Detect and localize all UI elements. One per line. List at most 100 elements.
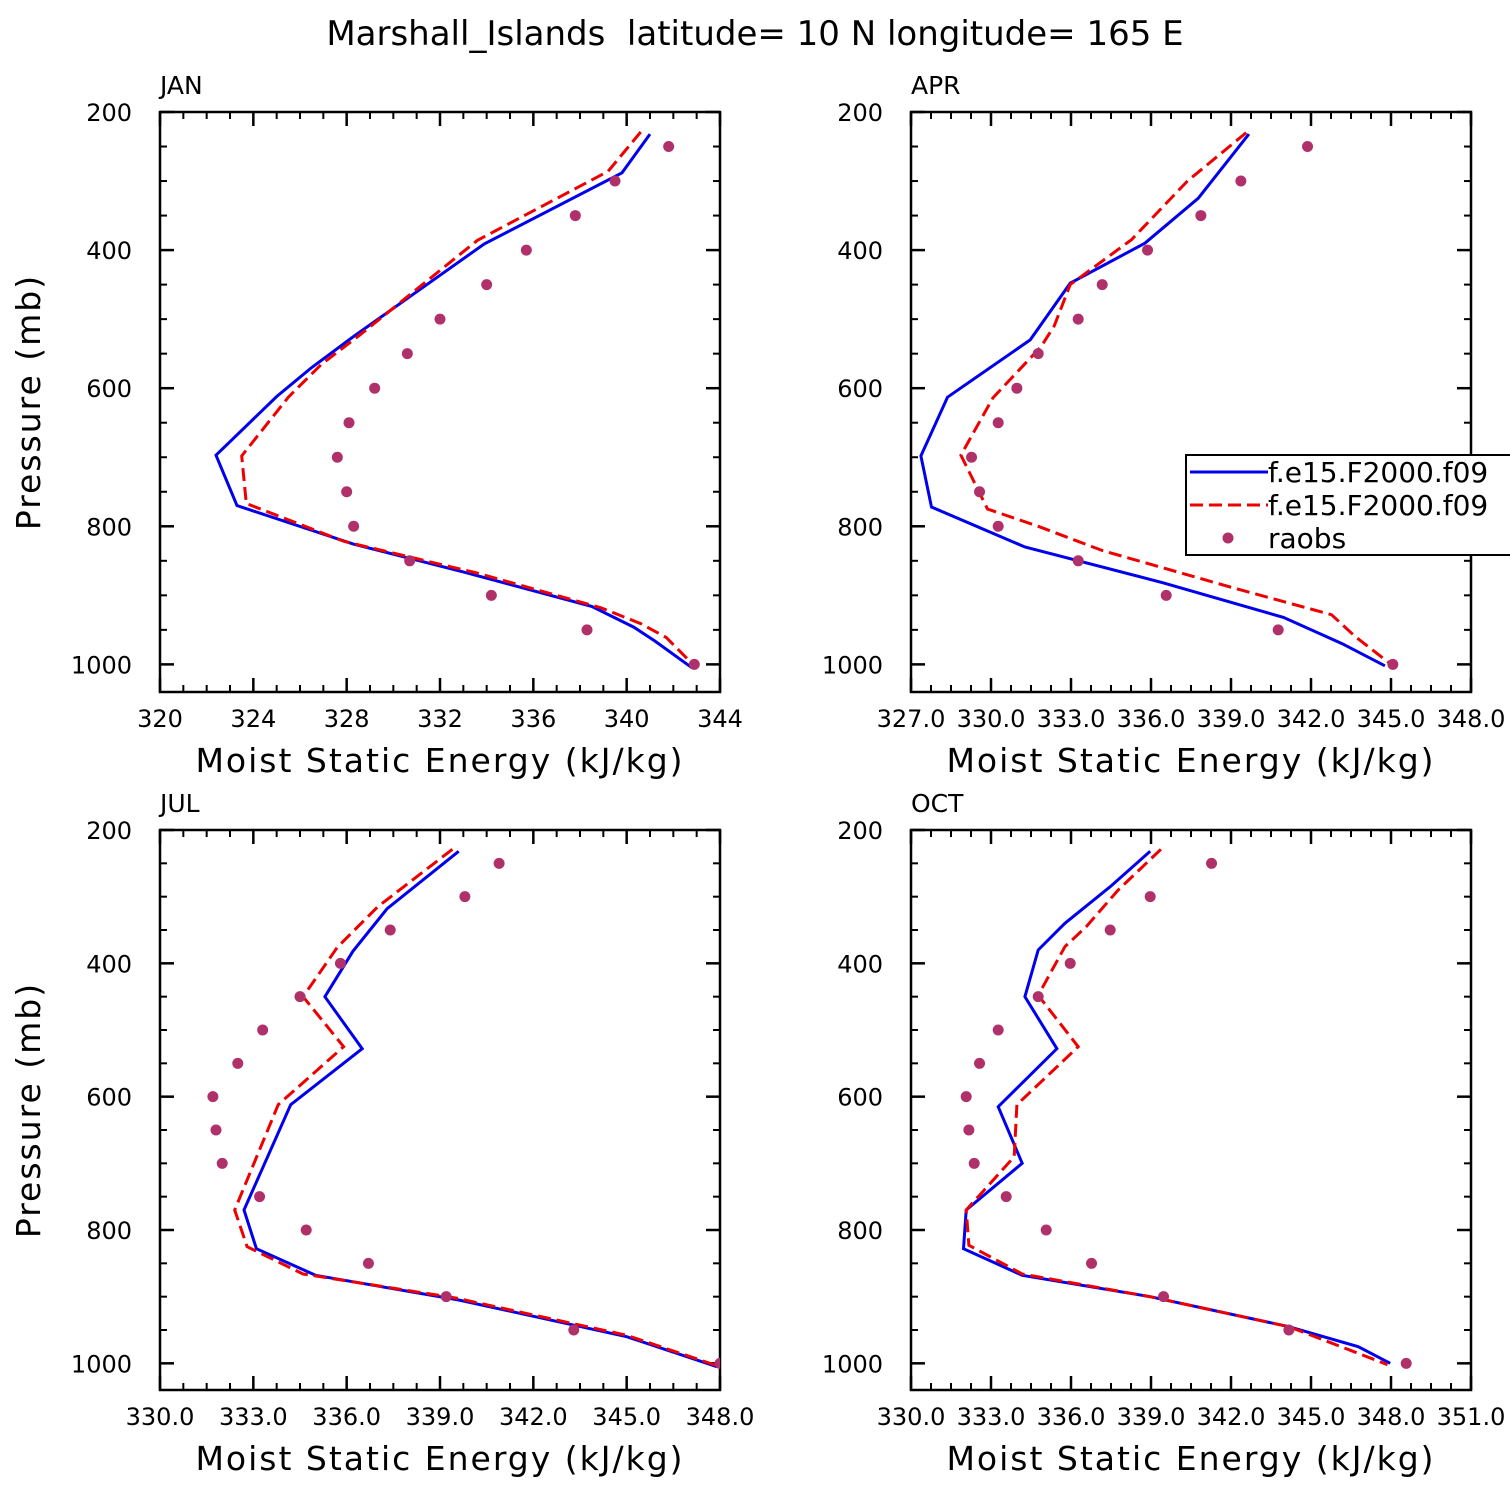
x-tick-label: 330.0 [126,1403,195,1431]
raobs-point [348,520,360,532]
raobs-point [1160,589,1172,601]
raobs-point [341,486,353,498]
y-tick-label: 200 [837,99,883,127]
x-tick-label: 333.0 [1037,705,1106,733]
y-tick-label: 600 [86,375,132,403]
y-tick-label: 400 [86,237,132,265]
legend-entry-label: f.e15.F2000.f09 [1268,489,1488,522]
raobs-point [1387,658,1399,670]
page-title: Marshall_Islands latitude= 10 N longitud… [326,14,1183,54]
x-tick-label: 330.0 [877,1403,946,1431]
series-line-dashed [233,848,720,1369]
raobs-point [401,348,413,360]
raobs-point [1206,857,1218,869]
y-axis-label: Pressure (mb) [9,982,48,1238]
raobs-point [362,1257,374,1269]
raobs-point [331,451,343,463]
raobs-point [1283,1324,1295,1336]
raobs-point [992,417,1004,429]
raobs-point [1032,348,1044,360]
y-tick-label: 800 [86,1217,132,1245]
raobs-point [434,313,446,325]
x-tick-label: 332 [417,705,463,733]
y-tick-label: 800 [837,513,883,541]
series-line-solid [919,133,1386,668]
raobs-point [485,589,497,601]
panel-title-jul: JUL [158,789,200,818]
raobs-point [520,244,532,256]
y-tick-label: 800 [837,1217,883,1245]
raobs-point [257,1024,269,1036]
y-axis-label: Pressure (mb) [9,274,48,530]
raobs-point [1011,382,1023,394]
x-tick-label: 336.0 [312,1403,381,1431]
series-line-dashed [959,131,1397,669]
raobs-point [1064,957,1076,969]
raobs-point [1195,210,1207,222]
raobs-point [384,924,396,936]
raobs-point [960,1091,972,1103]
raobs-point [493,857,505,869]
raobs-point [1104,924,1116,936]
x-axis-label: Moist Static Energy (kJ/kg) [946,1439,1435,1478]
x-tick-label: 345.0 [1357,705,1426,733]
raobs-point [974,486,986,498]
raobs-point [210,1124,222,1136]
raobs-point [569,210,581,222]
panel-title-apr: APR [911,71,961,100]
y-tick-label: 200 [86,817,132,845]
x-tick-label: 336.0 [1037,1403,1106,1431]
raobs-point [1142,244,1154,256]
raobs-point [663,141,675,153]
raobs-point [232,1057,244,1069]
raobs-point [404,555,416,567]
raobs-point [254,1191,266,1203]
raobs-point [481,279,493,291]
x-axis-label: Moist Static Energy (kJ/kg) [195,741,684,780]
series-group [960,848,1412,1369]
raobs-point [369,382,381,394]
panels: 320 324 328 332 336 340 344 200 400 600 800 1000 JAN… [9,71,1505,1478]
panel-title-oct: OCT [911,789,964,818]
y-tick-label: 800 [86,513,132,541]
raobs-point [334,957,346,969]
series-group [919,131,1399,670]
legend-entry-label: f.e15.F2000.f09 [1268,456,1488,489]
x-tick-label: 345.0 [1277,1403,1346,1431]
raobs-point [1086,1257,1098,1269]
raobs-point [440,1291,452,1303]
raobs-point [992,520,1004,532]
y-tick-label: 400 [86,950,132,978]
series-group [214,131,700,670]
panel-title-jan: JAN [158,71,203,100]
y-tick-label: 400 [837,237,883,265]
raobs-point [294,991,306,1003]
x-tick-label: 340 [604,705,650,733]
x-tick-label: 339.0 [1117,1403,1186,1431]
x-axis-label: Moist Static Energy (kJ/kg) [946,741,1435,780]
x-tick-label: 351.0 [1437,1403,1506,1431]
y-tick-label: 600 [837,375,883,403]
raobs-point [1072,555,1084,567]
raobs-point [968,1157,980,1169]
raobs-point [974,1057,986,1069]
x-tick-label: 320 [137,705,183,733]
raobs-point [1000,1191,1012,1203]
x-tick-label: 342.0 [1197,1403,1266,1431]
raobs-point [963,1124,975,1136]
raobs-point [1235,175,1247,187]
x-tick-label: 327.0 [877,705,946,733]
panel-apr: 327.0 330.0 333.0 336.0 339.0 342.0 345.0 348.0… [822,71,1505,780]
panel-oct: 330.0 333.0 336.0 339.0 342.0 345.0 348.0 351.0… [822,789,1505,1478]
raobs-point [1158,1291,1170,1303]
x-tick-label: 324 [230,705,276,733]
x-tick-label: 336 [510,705,556,733]
y-tick-label: 200 [837,817,883,845]
series-group [207,848,720,1369]
raobs-point [609,175,621,187]
y-tick-label: 1000 [822,651,883,679]
y-tick-label: 400 [837,950,883,978]
x-tick-label: 328 [324,705,370,733]
y-tick-label: 1000 [822,1350,883,1378]
